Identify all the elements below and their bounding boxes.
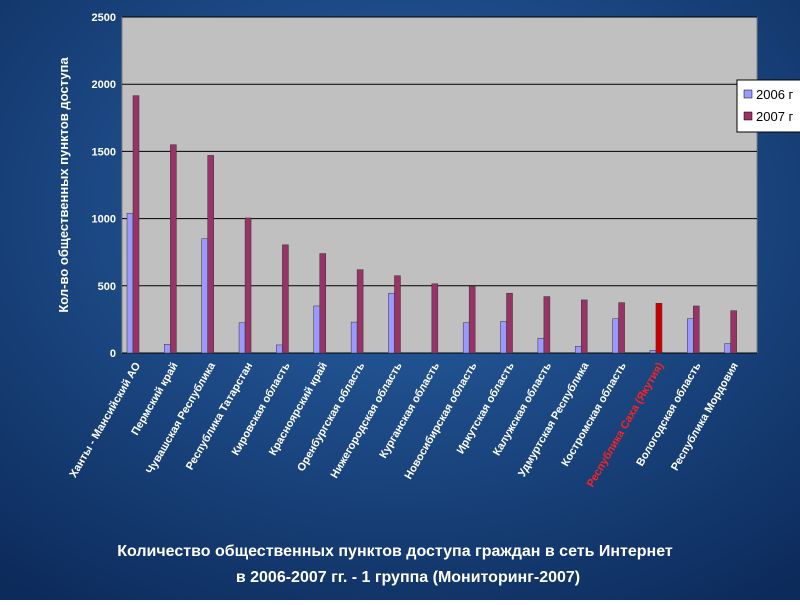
bar — [468, 286, 476, 354]
y-tick-label: 1000 — [92, 214, 116, 226]
legend — [736, 79, 800, 133]
bar — [207, 155, 214, 354]
y-tick-label: 2000 — [92, 79, 116, 91]
y-axis-label: Кол-во общественных пунктов доступа — [56, 57, 71, 313]
bar — [506, 292, 513, 354]
bar — [356, 269, 364, 354]
bar — [388, 292, 395, 354]
bar — [649, 350, 657, 354]
legend-swatch — [743, 89, 753, 99]
bar — [724, 343, 731, 354]
y-tick-label: 1500 — [92, 146, 116, 158]
bar — [313, 305, 321, 354]
bar — [350, 321, 358, 354]
bar — [462, 322, 470, 354]
bar — [244, 217, 252, 354]
y-tick-label: 500 — [98, 281, 116, 293]
bar — [612, 318, 619, 354]
bar — [164, 344, 171, 354]
bar — [431, 283, 439, 354]
bar — [132, 95, 140, 354]
bar — [543, 296, 551, 354]
legend-swatch — [743, 111, 753, 121]
bar — [126, 212, 134, 354]
bar — [201, 238, 208, 354]
bar — [574, 346, 582, 354]
bar — [537, 337, 545, 354]
bar — [319, 253, 327, 354]
bar — [693, 305, 700, 354]
bar — [655, 303, 663, 354]
legend-label: 2006 г — [756, 87, 794, 102]
y-tick-label: 2500 — [92, 12, 116, 24]
bar — [687, 318, 694, 354]
y-tick-label: 0 — [110, 348, 116, 360]
bar — [394, 275, 401, 354]
bar — [276, 344, 283, 354]
chart-title: Количество общественных пунктов доступа … — [117, 543, 673, 560]
bar — [580, 299, 588, 354]
plot-area — [121, 16, 758, 354]
chart-title: в 2006-2007 гг. - 1 группа (Мониторинг-2… — [236, 569, 580, 586]
bar — [500, 321, 507, 354]
legend-label: 2007 г — [756, 109, 794, 124]
bar — [282, 244, 289, 354]
bar — [618, 302, 625, 354]
bar — [730, 310, 737, 354]
bar — [238, 322, 246, 354]
bar — [170, 144, 177, 354]
